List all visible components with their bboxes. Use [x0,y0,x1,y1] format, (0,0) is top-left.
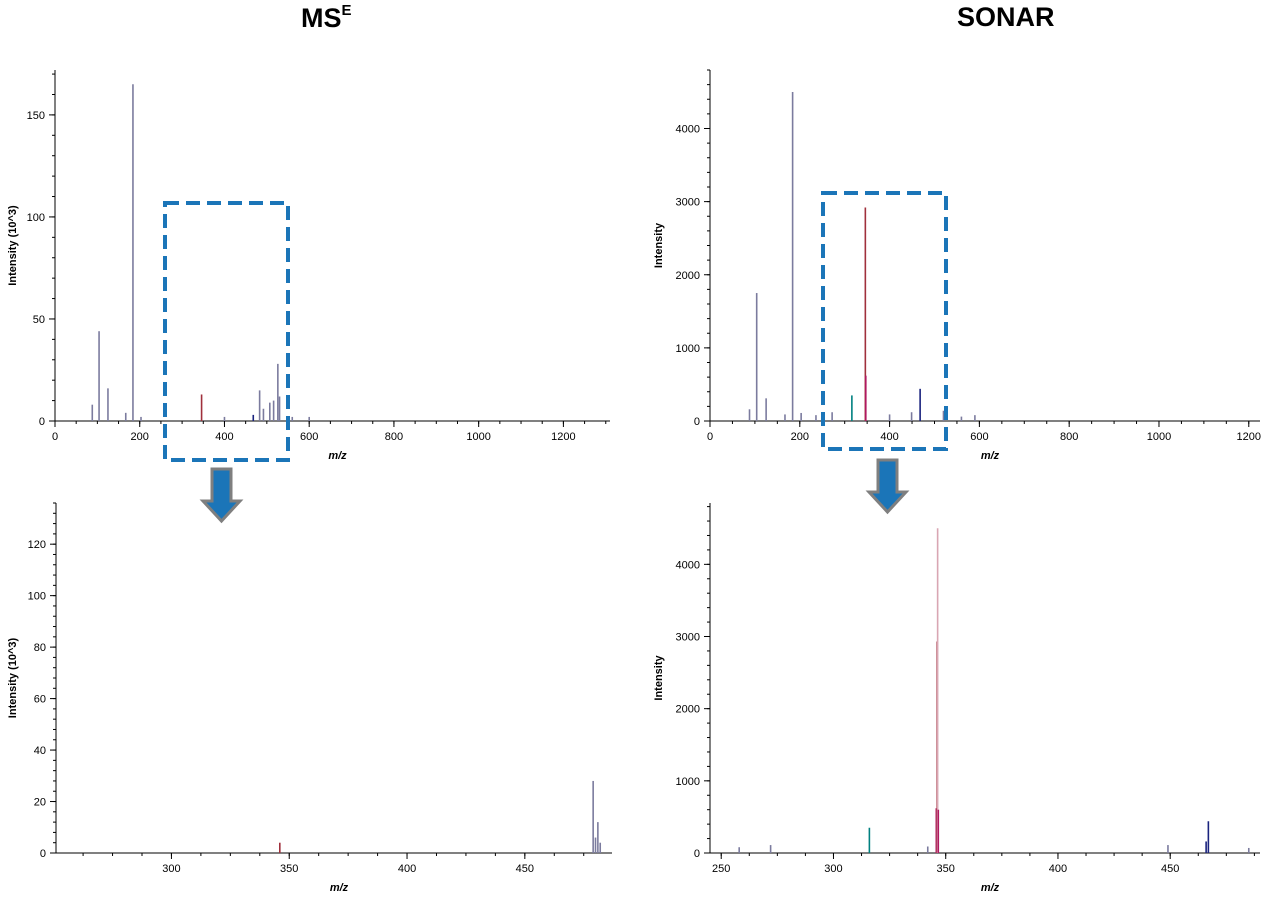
y-tick-label: 1000 [676,343,700,355]
x-tick-label: 1000 [466,431,490,443]
y-axis-title: Intensity (10^3) [7,637,19,718]
y-tick-label: 4000 [676,559,700,571]
y-tick-label: 0 [39,416,45,428]
chart-title-sonar: SONAR [957,2,1055,32]
sonar-full-spectrum-chart: 0 200 400 600 800 1000 1200 0 1000 2000 3000 4000 m/… [653,69,1261,462]
x-axis-title: m/z [328,450,347,462]
x-tick-label: 350 [937,863,955,875]
x-tick-label: 600 [300,431,318,443]
x-tick-label: 450 [1161,863,1179,875]
x-tick-label: 200 [131,431,149,443]
x-tick-label: 250 [712,863,730,875]
y-tick-label: 100 [28,591,46,603]
x-tick-label: 1200 [1237,431,1261,443]
y-axis-title: Intensity [653,655,665,701]
y-axis-title: Intensity [653,222,665,268]
y-tick-label: 20 [34,797,46,809]
mse-zoom-spectrum-chart: 300 350 400 450 0 20 40 60 80 100 120 m/z Intensity … [7,502,612,894]
x-tick-label: 0 [52,431,58,443]
y-tick-label: 120 [28,539,46,551]
y-tick-label: 0 [694,416,700,428]
sonar-zoom-spectrum-chart: 250 300 350 400 450 0 1000 2000 3000 4000 m/z Inten… [653,503,1260,894]
y-tick-label: 100 [27,212,45,224]
x-tick-label: 450 [516,863,534,875]
x-tick-label: 400 [1049,863,1067,875]
x-tick-label: 800 [385,431,403,443]
x-tick-label: 400 [215,431,233,443]
x-tick-label: 300 [162,863,180,875]
y-tick-label: 2000 [676,704,700,716]
y-tick-label: 0 [40,848,46,860]
x-tick-label: 1200 [551,431,575,443]
x-tick-label: 200 [791,431,809,443]
mse-full-spectrum-chart: 0 200 400 600 800 1000 1200 0 50 100 150 m/z Intensi… [7,70,610,462]
x-tick-label: 800 [1060,431,1078,443]
title-mse-superscript: E [341,2,352,19]
y-tick-label: 0 [694,848,700,860]
y-tick-label: 50 [33,314,45,326]
x-axis-title: m/z [981,882,1000,894]
y-tick-label: 80 [34,642,46,654]
title-mse-main: MS [301,3,342,33]
x-axis-title: m/z [981,450,1000,462]
x-axis-title: m/z [330,882,349,894]
x-tick-label: 0 [707,431,713,443]
y-tick-label: 2000 [676,270,700,282]
x-tick-label: 600 [970,431,988,443]
y-tick-label: 150 [27,110,45,122]
x-tick-label: 300 [824,863,842,875]
y-tick-label: 3000 [676,197,700,209]
chart-title-mse: MSE [301,2,352,34]
y-tick-label: 60 [34,694,46,706]
y-tick-label: 1000 [676,776,700,788]
x-tick-label: 400 [880,431,898,443]
x-tick-label: 350 [280,863,298,875]
y-tick-label: 3000 [676,632,700,644]
x-tick-label: 400 [398,863,416,875]
x-tick-label: 1000 [1147,431,1171,443]
y-tick-label: 4000 [676,124,700,136]
y-tick-label: 40 [34,745,46,757]
y-axis-title: Intensity (10^3) [7,205,19,286]
